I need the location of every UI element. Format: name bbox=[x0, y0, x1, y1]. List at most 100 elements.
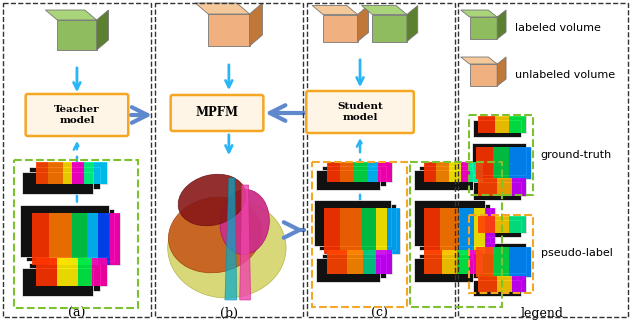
Polygon shape bbox=[316, 170, 380, 190]
Text: (c): (c) bbox=[371, 307, 388, 320]
Polygon shape bbox=[109, 213, 120, 265]
Polygon shape bbox=[195, 3, 250, 14]
Polygon shape bbox=[78, 258, 92, 286]
Polygon shape bbox=[479, 216, 495, 233]
Polygon shape bbox=[460, 208, 474, 254]
Polygon shape bbox=[97, 10, 109, 50]
Polygon shape bbox=[160, 160, 298, 300]
Polygon shape bbox=[208, 14, 250, 46]
Polygon shape bbox=[328, 250, 392, 274]
Text: pseudo-label: pseudo-label bbox=[541, 248, 612, 258]
Polygon shape bbox=[378, 162, 392, 182]
Polygon shape bbox=[314, 200, 390, 246]
Polygon shape bbox=[22, 172, 93, 194]
Polygon shape bbox=[461, 10, 497, 17]
Polygon shape bbox=[479, 276, 497, 292]
Polygon shape bbox=[323, 15, 358, 41]
Polygon shape bbox=[98, 213, 109, 265]
Polygon shape bbox=[22, 268, 93, 296]
Polygon shape bbox=[474, 220, 521, 237]
Polygon shape bbox=[419, 254, 479, 278]
Polygon shape bbox=[468, 250, 483, 274]
Polygon shape bbox=[474, 182, 521, 200]
Polygon shape bbox=[509, 116, 526, 133]
Polygon shape bbox=[440, 208, 460, 254]
Polygon shape bbox=[324, 208, 401, 254]
Polygon shape bbox=[250, 3, 262, 46]
FancyBboxPatch shape bbox=[26, 94, 128, 136]
Polygon shape bbox=[424, 250, 483, 274]
Polygon shape bbox=[442, 250, 457, 274]
Polygon shape bbox=[48, 162, 63, 184]
Polygon shape bbox=[419, 166, 479, 186]
Polygon shape bbox=[72, 162, 84, 184]
Polygon shape bbox=[358, 6, 369, 41]
Polygon shape bbox=[355, 162, 367, 182]
Polygon shape bbox=[84, 162, 93, 184]
FancyBboxPatch shape bbox=[171, 95, 264, 131]
Polygon shape bbox=[319, 204, 396, 250]
Text: Teacher
model: Teacher model bbox=[54, 105, 100, 125]
Polygon shape bbox=[372, 15, 407, 41]
Polygon shape bbox=[479, 116, 526, 133]
Text: Student
model: Student model bbox=[337, 102, 383, 122]
Polygon shape bbox=[45, 10, 97, 20]
Polygon shape bbox=[497, 178, 511, 196]
Polygon shape bbox=[225, 178, 237, 300]
Polygon shape bbox=[376, 250, 392, 274]
Polygon shape bbox=[511, 178, 526, 196]
Polygon shape bbox=[29, 263, 100, 291]
Ellipse shape bbox=[178, 174, 246, 226]
Polygon shape bbox=[328, 162, 392, 182]
Polygon shape bbox=[324, 208, 340, 254]
Polygon shape bbox=[470, 162, 483, 182]
Polygon shape bbox=[424, 208, 440, 254]
Polygon shape bbox=[72, 213, 86, 265]
Polygon shape bbox=[340, 162, 355, 182]
Polygon shape bbox=[414, 170, 474, 190]
Polygon shape bbox=[340, 208, 362, 254]
Polygon shape bbox=[26, 209, 115, 261]
Polygon shape bbox=[414, 258, 474, 282]
Polygon shape bbox=[20, 205, 109, 257]
Polygon shape bbox=[509, 216, 526, 233]
Polygon shape bbox=[362, 6, 407, 15]
Polygon shape bbox=[479, 116, 495, 133]
Polygon shape bbox=[511, 276, 526, 292]
Polygon shape bbox=[424, 250, 442, 274]
Polygon shape bbox=[476, 147, 493, 179]
Polygon shape bbox=[479, 276, 526, 292]
Polygon shape bbox=[407, 6, 418, 41]
Polygon shape bbox=[449, 162, 461, 182]
Polygon shape bbox=[240, 185, 250, 300]
Polygon shape bbox=[321, 166, 386, 186]
Polygon shape bbox=[484, 208, 495, 254]
Polygon shape bbox=[474, 280, 521, 296]
Polygon shape bbox=[347, 250, 363, 274]
Polygon shape bbox=[31, 213, 120, 265]
Text: legend: legend bbox=[521, 307, 564, 320]
Polygon shape bbox=[316, 258, 380, 282]
Polygon shape bbox=[424, 162, 483, 182]
Polygon shape bbox=[509, 147, 531, 179]
Polygon shape bbox=[470, 17, 497, 39]
Polygon shape bbox=[35, 258, 106, 286]
Polygon shape bbox=[461, 162, 470, 182]
Polygon shape bbox=[312, 6, 358, 15]
Polygon shape bbox=[29, 167, 100, 189]
Polygon shape bbox=[476, 247, 531, 277]
Polygon shape bbox=[328, 162, 340, 182]
Polygon shape bbox=[92, 258, 106, 286]
Polygon shape bbox=[472, 243, 526, 273]
Text: (a): (a) bbox=[68, 307, 86, 320]
Ellipse shape bbox=[220, 190, 269, 254]
Ellipse shape bbox=[168, 198, 286, 298]
Polygon shape bbox=[495, 116, 509, 133]
Polygon shape bbox=[495, 216, 509, 233]
Text: (b): (b) bbox=[220, 307, 238, 320]
Polygon shape bbox=[328, 250, 347, 274]
Text: ground-truth: ground-truth bbox=[541, 150, 612, 160]
Polygon shape bbox=[479, 178, 497, 196]
Polygon shape bbox=[476, 247, 493, 277]
Polygon shape bbox=[57, 20, 97, 50]
